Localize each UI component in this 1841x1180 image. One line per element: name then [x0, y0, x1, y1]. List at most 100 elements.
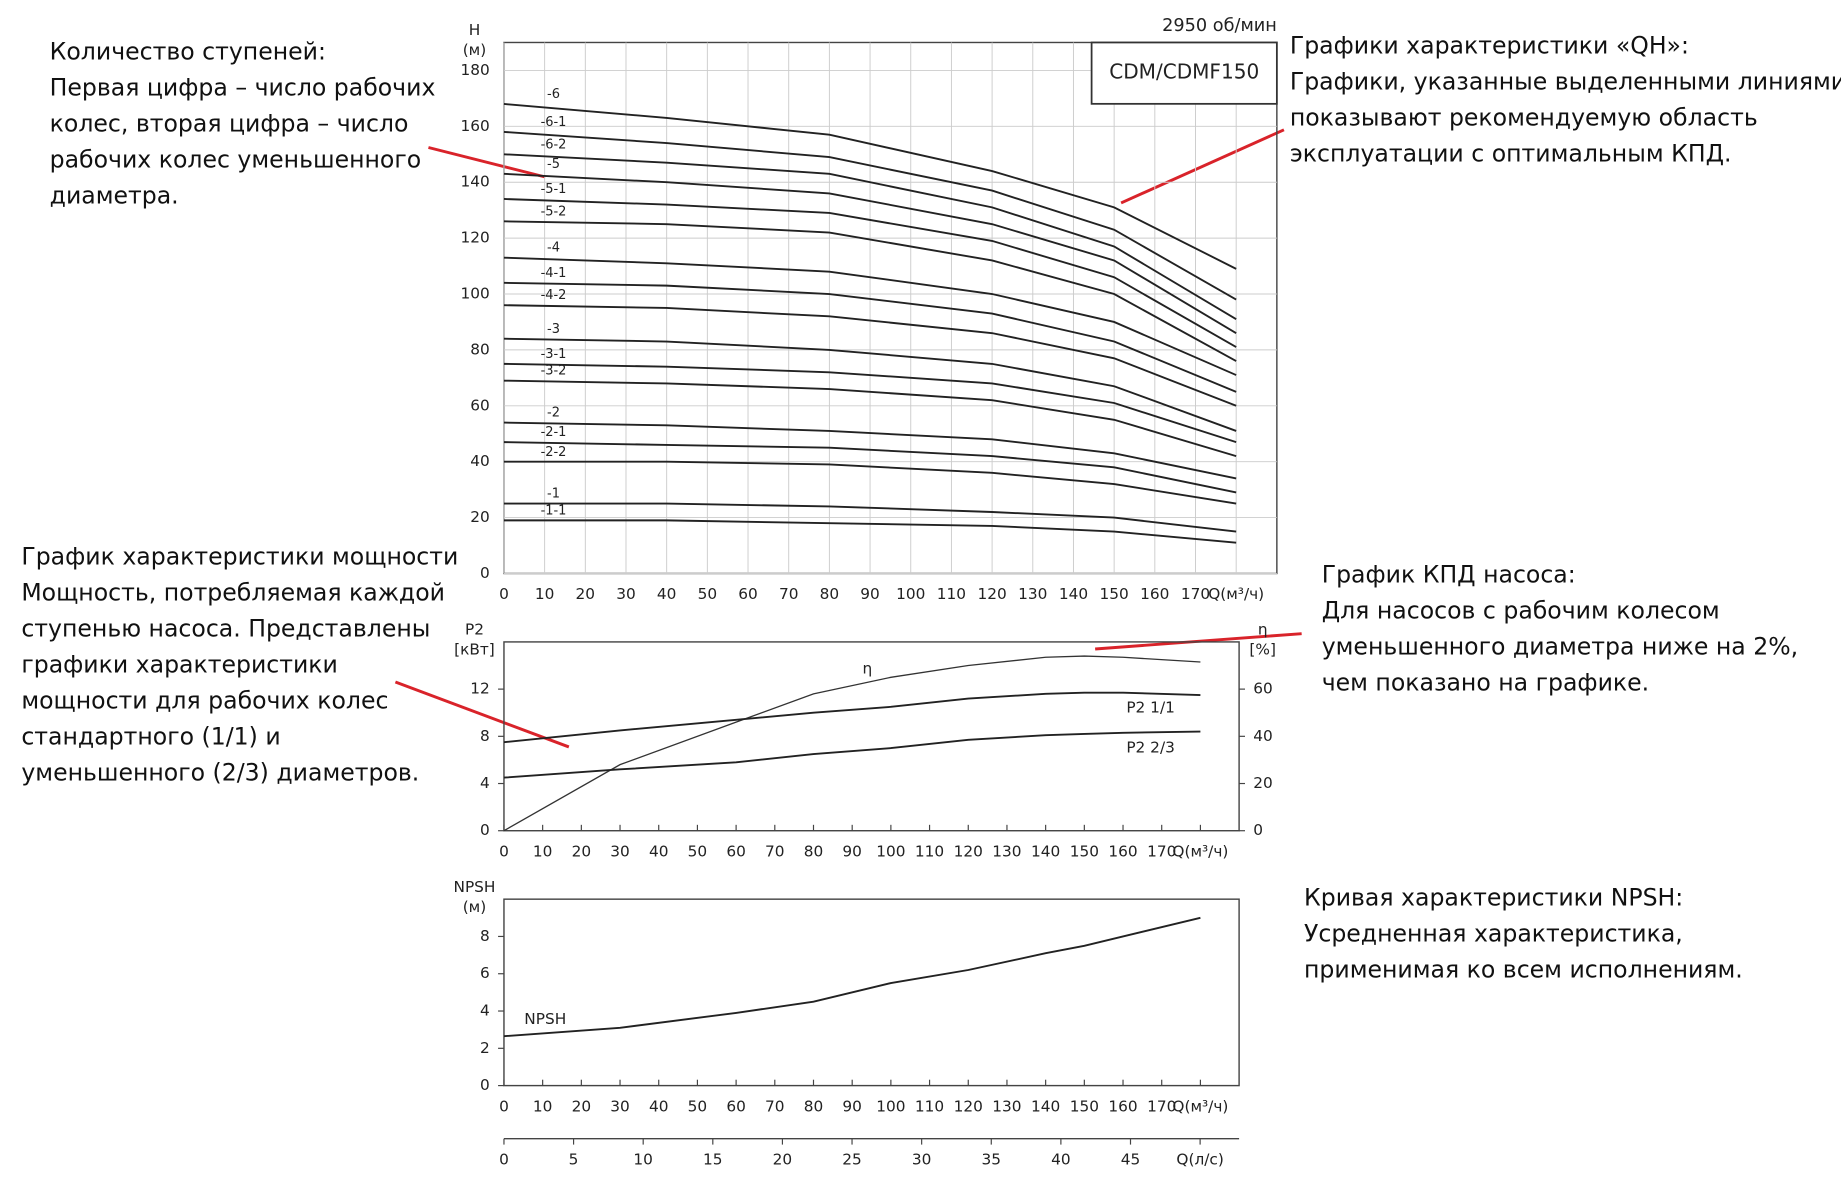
annotation-line: ступенью насоса. Представлены: [21, 615, 430, 643]
y-tick-label: 12: [470, 680, 490, 698]
x-tick-label: 60: [726, 842, 746, 860]
series-label: -4-2: [541, 288, 567, 303]
y-tick-label: 40: [470, 452, 490, 470]
annotation-line: Графики характеристики «QH»:: [1290, 32, 1689, 60]
y-axis-label: H: [469, 21, 481, 39]
y-axis-label: NPSH: [453, 878, 495, 896]
x-tick-label: 170: [1181, 585, 1210, 603]
y-tick-label: 100: [461, 285, 490, 303]
x-tick-label: 140: [1031, 1097, 1060, 1115]
series-line: [503, 916, 1201, 1038]
annotation-line: Мощность, потребляемая каждой: [21, 579, 445, 607]
y-axis-label: P2: [465, 621, 484, 639]
x-tick-label: 150: [1100, 585, 1129, 603]
x-tick-label: 0: [499, 842, 509, 860]
series-line: [503, 304, 1237, 407]
x-tick-label: 130: [992, 1097, 1021, 1115]
series-line: [503, 730, 1201, 779]
annotation-line: мощности для рабочих колес: [21, 687, 388, 715]
annotation-line: Количество ступеней:: [50, 38, 326, 66]
y-tick-label: 8: [480, 927, 490, 945]
x-tick-label: 100: [876, 1097, 905, 1115]
series-label: -2-1: [541, 425, 567, 440]
series-label: -6-2: [541, 137, 567, 152]
x-tick-label: 80: [804, 842, 824, 860]
x-tick-label: Q(м³/ч): [1208, 585, 1264, 603]
series-line: [503, 519, 1237, 544]
series-line: [503, 172, 1237, 334]
x-tick-label: 10: [533, 842, 553, 860]
x-tick-label: 30: [610, 1097, 630, 1115]
y2-tick-label: 60: [1253, 680, 1273, 698]
y-tick-label: 140: [461, 173, 490, 191]
x-tick-label: 70: [779, 585, 799, 603]
model-label: CDM/CDMF150: [1109, 60, 1259, 84]
x2-tick-label: 25: [842, 1150, 862, 1168]
x-tick-label: 140: [1059, 585, 1088, 603]
x-tick-label: 20: [572, 1097, 592, 1115]
x-tick-label: 80: [820, 585, 840, 603]
x-tick-label: 50: [688, 1097, 708, 1115]
x-tick-label: 90: [842, 842, 862, 860]
series-line: [503, 220, 1237, 362]
annotation-line: уменьшенного диаметра ниже на 2%,: [1322, 632, 1798, 660]
x-tick-label: 50: [688, 842, 708, 860]
x-tick-label: 60: [726, 1097, 746, 1115]
y-axis-label: (м): [463, 41, 487, 59]
x2-tick-label: 40: [1051, 1150, 1071, 1168]
y-tick-label: 4: [480, 774, 490, 792]
series-label: NPSH: [524, 1010, 566, 1028]
series-line: [503, 691, 1201, 744]
x-tick-label: 100: [876, 842, 905, 860]
annotation-line: рабочих колес уменьшенного: [50, 146, 422, 174]
y-axis-label: (м): [463, 898, 487, 916]
x-tick-label: 90: [842, 1097, 862, 1115]
x-tick-label: 30: [616, 585, 636, 603]
x-tick-label: 120: [977, 585, 1006, 603]
x-tick-label: 20: [576, 585, 596, 603]
series-label: -4-1: [541, 266, 567, 281]
y-tick-label: 6: [480, 964, 490, 982]
y-tick-label: 0: [480, 821, 490, 839]
series-line: [503, 198, 1237, 348]
y-tick-label: 8: [480, 727, 490, 745]
series-line: [503, 502, 1237, 533]
y-tick-label: 2: [480, 1039, 490, 1057]
series-label: -6: [547, 87, 560, 102]
y-tick-label: 180: [461, 61, 490, 79]
x-tick-label: 160: [1140, 585, 1169, 603]
series-label: -5-2: [541, 204, 567, 219]
x2-tick-label: 5: [569, 1150, 579, 1168]
x-tick-label: 150: [1070, 1097, 1099, 1115]
x-tick-label: 10: [533, 1097, 553, 1115]
x-tick-label: 70: [765, 1097, 785, 1115]
x-tick-label: 0: [499, 1097, 509, 1115]
series-label: P2 2/3: [1126, 739, 1175, 757]
x-tick-label: Q(м³/ч): [1172, 1097, 1228, 1115]
annotation-line: колес, вторая цифра – число: [50, 110, 409, 138]
y2-tick-label: 0: [1253, 821, 1263, 839]
x-tick-label: 0: [499, 585, 509, 603]
series-label: -1: [547, 487, 560, 502]
x-tick-label: 110: [915, 1097, 944, 1115]
x2-tick-label: 10: [633, 1150, 653, 1168]
x-tick-label: 20: [572, 842, 592, 860]
series-label: P2 1/1: [1126, 698, 1175, 716]
annotation-line: Графики, указанные выделенными линиями,: [1290, 68, 1841, 96]
y-tick-label: 120: [461, 229, 490, 247]
x-tick-label: 40: [649, 1097, 669, 1115]
y-tick-label: 0: [480, 564, 490, 582]
annotation-line: чем показано на графике.: [1322, 668, 1649, 696]
x-tick-label: 140: [1031, 842, 1060, 860]
x-tick-label: 10: [535, 585, 555, 603]
x-tick-label: 120: [954, 842, 983, 860]
x-tick-label: 40: [657, 585, 677, 603]
x-tick-label: 90: [860, 585, 880, 603]
y-axis-label: [кВт]: [454, 641, 495, 659]
x2-tick-label: 20: [773, 1150, 793, 1168]
x2-tick-label: 30: [912, 1150, 932, 1168]
x2-tick-label: 35: [982, 1150, 1002, 1168]
y-tick-label: 0: [480, 1076, 490, 1094]
